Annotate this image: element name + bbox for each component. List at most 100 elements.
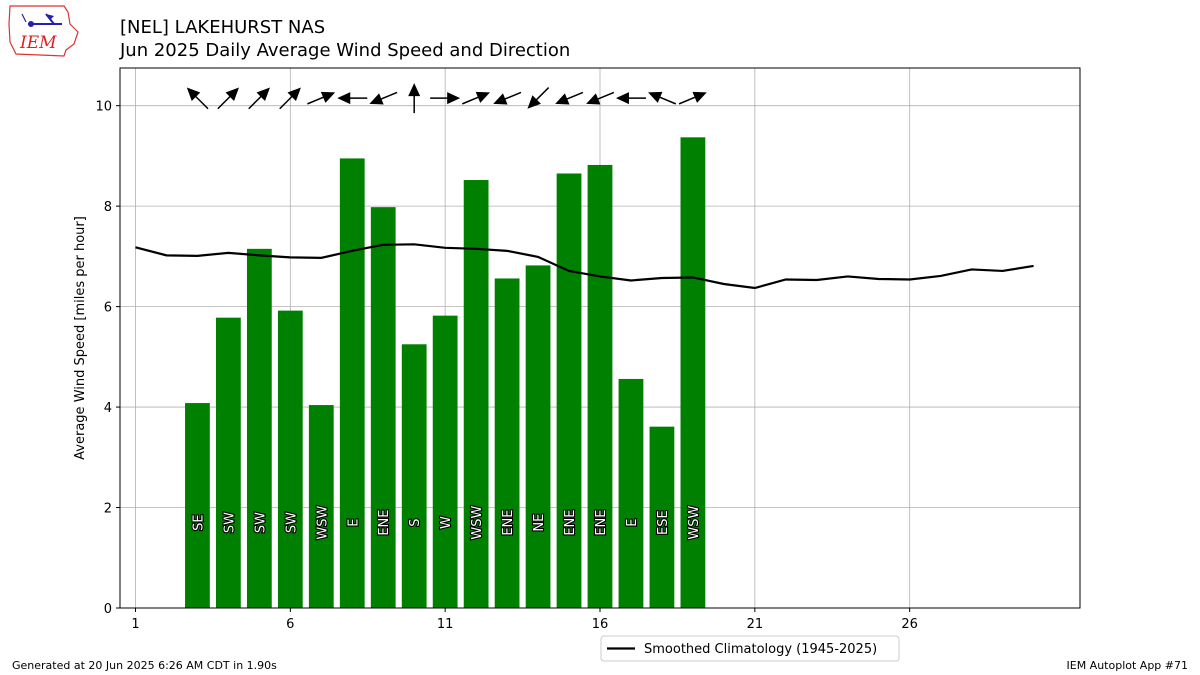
bar-day-7 — [308, 405, 334, 608]
wind-arrow-head — [648, 91, 663, 103]
direction-label-day-15: ENE — [563, 510, 578, 536]
logo-text: IEM — [19, 33, 57, 53]
direction-label-day-19: WSW — [687, 505, 702, 539]
wind-arrow-shaft — [533, 87, 550, 103]
wind-arrow-head — [408, 83, 421, 97]
bar-day-14 — [525, 265, 551, 608]
direction-label-day-4: SW — [222, 512, 237, 533]
bar-day-10 — [401, 344, 427, 608]
y-tick-label: 10 — [95, 100, 112, 115]
wind-arrow-head — [692, 91, 707, 103]
wind-arrow-head — [447, 92, 461, 105]
bar-day-5 — [246, 248, 272, 608]
wind-arrow-day-14 — [527, 87, 550, 109]
x-tick-label: 21 — [747, 617, 764, 632]
direction-label-day-16: ENE — [594, 510, 609, 536]
wind-arrow-day-16 — [586, 91, 615, 105]
climatology-line — [135, 243, 1034, 290]
legend-box — [600, 635, 900, 662]
wind-arrow-head — [369, 93, 384, 105]
bar-day-16 — [587, 164, 613, 608]
direction-label-day-14: NE — [532, 514, 547, 532]
bar-day-19 — [680, 137, 706, 608]
y-tick-label: 6 — [104, 301, 112, 316]
iem-logo: IEM — [8, 5, 79, 57]
bar-day-11 — [432, 315, 458, 608]
direction-label-day-8: E — [346, 518, 361, 526]
y-tick-label: 0 — [104, 602, 112, 617]
wind-arrow-day-3 — [186, 87, 209, 110]
direction-label-day-11: W — [439, 516, 454, 529]
wind-arrow-head — [186, 87, 201, 101]
wind-arrow-shaft — [193, 94, 209, 110]
wind-arrow-day-4 — [217, 87, 239, 110]
wind-arrow-day-8 — [337, 92, 368, 105]
bar-day-9 — [370, 207, 396, 609]
wind-arrow-head — [225, 87, 239, 101]
y-tick-label: 8 — [104, 200, 112, 215]
wind-arrow-shaft — [307, 95, 327, 105]
y-axis-label: Average Wind Speed [miles per hour] — [73, 216, 88, 460]
wind-arrow-head — [615, 92, 629, 105]
wind-arrow-shaft — [595, 91, 615, 101]
x-tick-label: 6 — [286, 617, 294, 632]
x-tick-label: 16 — [592, 617, 609, 632]
wind-arrow-head — [337, 92, 351, 105]
bar-day-15 — [556, 173, 582, 608]
wind-arrow-day-18 — [648, 91, 677, 105]
wind-arrow-day-17 — [615, 92, 646, 105]
bar-day-18 — [649, 426, 675, 608]
bar-day-3 — [185, 403, 210, 608]
x-tick-label: 11 — [437, 617, 454, 632]
wind-arrow-day-13 — [493, 91, 522, 105]
wind-arrow-day-10 — [408, 83, 421, 114]
direction-label-day-5: SW — [253, 512, 268, 533]
wind-arrow-day-19 — [678, 91, 707, 105]
direction-label-day-6: SW — [284, 512, 299, 533]
bar-day-8 — [339, 158, 365, 608]
wind-arrow-head — [586, 93, 601, 105]
wind-arrow-day-12 — [461, 91, 490, 105]
direction-label-day-18: ESE — [656, 510, 671, 535]
legend-entry: Smoothed Climatology (1945-2025) — [644, 642, 877, 657]
wind-arrow-shaft — [502, 91, 522, 101]
chart-subtitle: Jun 2025 Daily Average Wind Speed and Di… — [120, 40, 571, 61]
wind-arrow-shaft — [279, 94, 295, 110]
bar-day-12 — [463, 180, 489, 608]
bar-day-4 — [216, 317, 241, 608]
wind-arrow-head — [475, 91, 490, 103]
bar-day-13 — [494, 278, 520, 608]
bar-day-17 — [618, 378, 644, 608]
app-id-label: IEM Autoplot App #71 — [1066, 659, 1189, 672]
wind-arrow-shaft — [378, 91, 398, 101]
wind-arrow-day-9 — [369, 91, 398, 105]
wind-arrow-shaft — [248, 94, 264, 110]
wind-arrow-day-5 — [248, 87, 270, 110]
direction-label-day-17: E — [625, 518, 640, 526]
y-tick-label: 4 — [104, 401, 112, 416]
wind-arrow-shaft — [461, 95, 482, 105]
wind-arrow-day-6 — [279, 87, 301, 110]
direction-label-day-3: SE — [191, 514, 206, 530]
wind-arrow-head — [493, 93, 508, 105]
direction-label-day-10: S — [408, 518, 423, 526]
chart-title: [NEL] LAKEHURST NAS — [120, 17, 326, 38]
wind-arrow-head — [320, 91, 336, 103]
wind-arrow-head — [527, 95, 541, 109]
bar-day-6 — [277, 310, 303, 608]
wind-arrow-day-15 — [555, 91, 584, 105]
wind-arrow-shaft — [657, 95, 677, 105]
direction-label-day-12: WSW — [470, 505, 485, 539]
generated-timestamp: Generated at 20 Jun 2025 6:26 AM CDT in … — [12, 659, 277, 672]
direction-label-day-7: WSW — [315, 505, 330, 539]
y-tick-label: 2 — [104, 502, 112, 517]
wind-arrow-head — [287, 87, 301, 101]
wind-arrow-day-11 — [430, 92, 461, 105]
direction-label-day-9: ENE — [377, 510, 392, 536]
x-tick-label: 26 — [901, 617, 918, 632]
wind-arrow-day-7 — [307, 91, 336, 105]
wind-arrow-shaft — [678, 95, 698, 105]
direction-label-day-13: ENE — [501, 510, 516, 536]
wind-arrow-shaft — [564, 91, 584, 101]
